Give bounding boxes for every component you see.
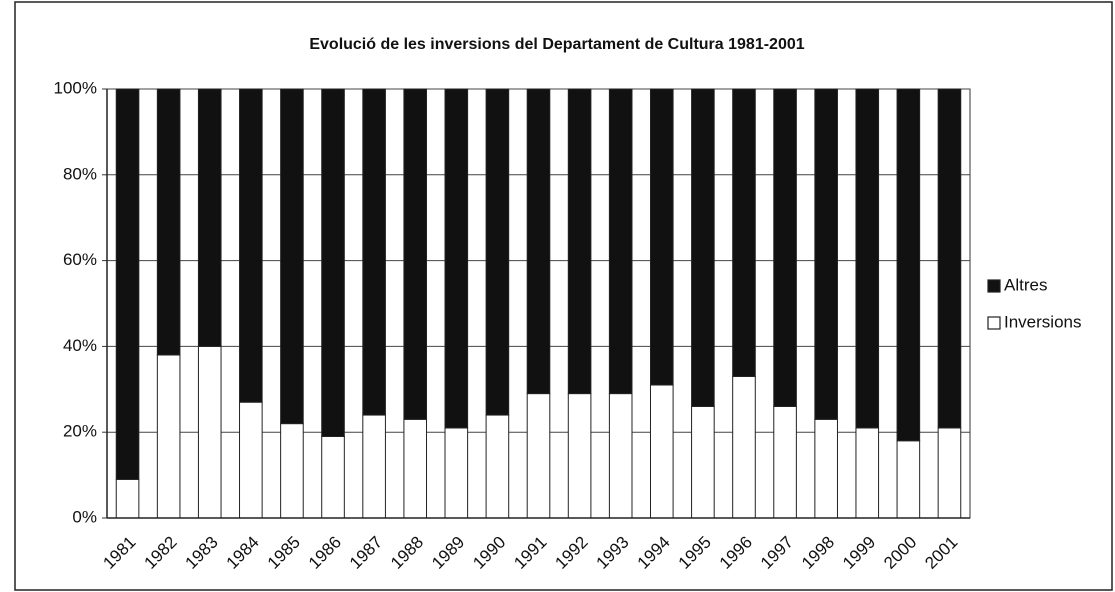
bar-segment [403, 88, 428, 420]
bar-segment [321, 435, 345, 519]
bar-segment [156, 354, 181, 519]
bar-segment [649, 384, 674, 519]
bar-segment [485, 88, 510, 416]
bar-segment [403, 418, 428, 519]
bar-segment [197, 345, 222, 519]
legend-swatch [987, 316, 1001, 330]
bar-segment [773, 405, 797, 519]
bar-segment [362, 88, 386, 416]
bar-segment [444, 88, 469, 429]
bar-segment [485, 414, 510, 519]
bar-segment [115, 88, 140, 480]
bar-segment [444, 427, 469, 519]
bar-segment [115, 478, 140, 519]
bar-segment [649, 88, 674, 386]
bar-segment [239, 401, 263, 519]
bar-segment [855, 427, 880, 519]
legend-label: Inversions [1004, 312, 1081, 331]
bar-segment [855, 88, 880, 429]
y-tick-label: 20% [63, 422, 97, 441]
bar-segment [937, 427, 962, 519]
bar-segment [732, 375, 756, 519]
y-tick-label: 100% [54, 78, 97, 97]
y-tick-label: 60% [63, 250, 97, 269]
bar-segment [608, 88, 633, 395]
bar-segment [567, 88, 592, 395]
bar-segment [362, 414, 386, 519]
y-tick-label: 80% [63, 164, 97, 183]
legend-swatch [987, 279, 1001, 293]
legend-label: Altres [1004, 275, 1047, 294]
bar-segment [197, 88, 222, 347]
bar-segment [526, 88, 551, 395]
bar-segment [732, 88, 756, 377]
bar-segment [814, 418, 838, 519]
bar-segment [691, 405, 715, 519]
chart-title: Evolució de les inversions del Departame… [309, 36, 804, 53]
bar-segment [896, 440, 921, 519]
bar-segment [814, 88, 838, 420]
bar-segment [280, 88, 304, 425]
bar-segment [239, 88, 263, 403]
bar-segment [608, 393, 633, 519]
bar-segment [321, 88, 345, 437]
bar-segment [156, 88, 181, 356]
bar-segment [937, 88, 962, 429]
bar-segment [567, 393, 592, 519]
bar-segment [280, 423, 304, 519]
y-tick-label: 0% [72, 507, 97, 526]
y-tick-label: 40% [63, 336, 97, 355]
bar-segment [773, 88, 797, 407]
bar-segment [691, 88, 715, 407]
bar-segment [896, 88, 921, 442]
bar-segment [526, 393, 551, 519]
